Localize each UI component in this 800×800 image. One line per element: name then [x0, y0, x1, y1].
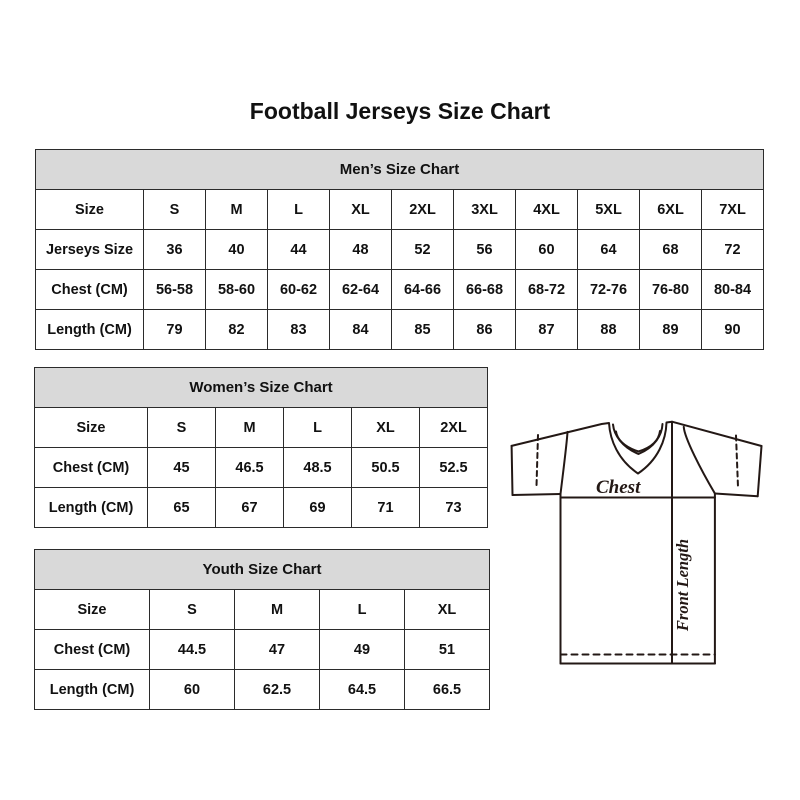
svg-text:Front Length: Front Length [673, 539, 692, 632]
svg-text:Chest: Chest [596, 477, 641, 498]
